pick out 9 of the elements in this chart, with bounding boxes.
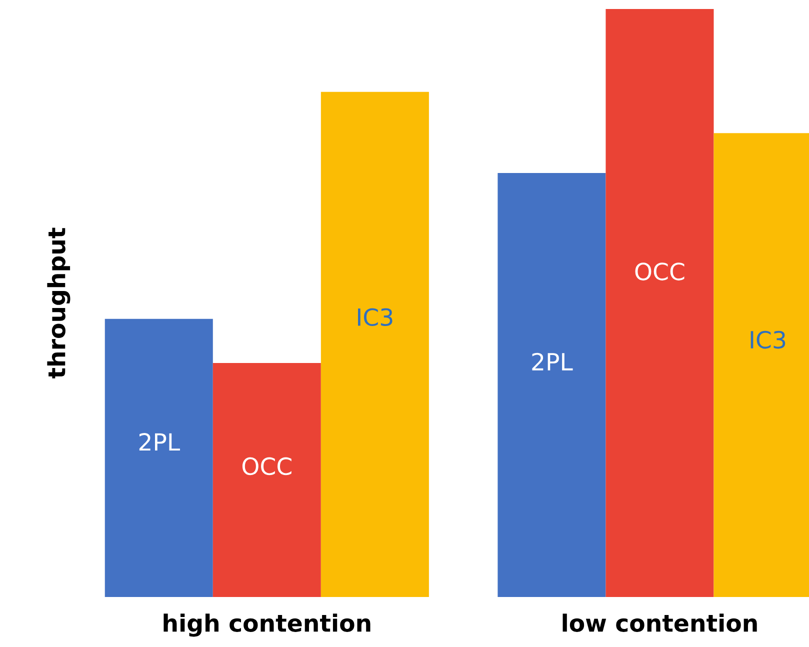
x-tick-label: high contention	[164, 614, 370, 637]
series-label: IC3	[750, 330, 786, 349]
text: 2PL	[139, 433, 180, 451]
series-label: 2PL	[532, 352, 573, 370]
text: OCC	[635, 262, 684, 280]
text: IC3	[358, 308, 392, 326]
y-axis-title: throughput	[47, 228, 70, 378]
x-tick-label: low contention	[562, 614, 757, 632]
series-label: OCC	[242, 457, 292, 476]
